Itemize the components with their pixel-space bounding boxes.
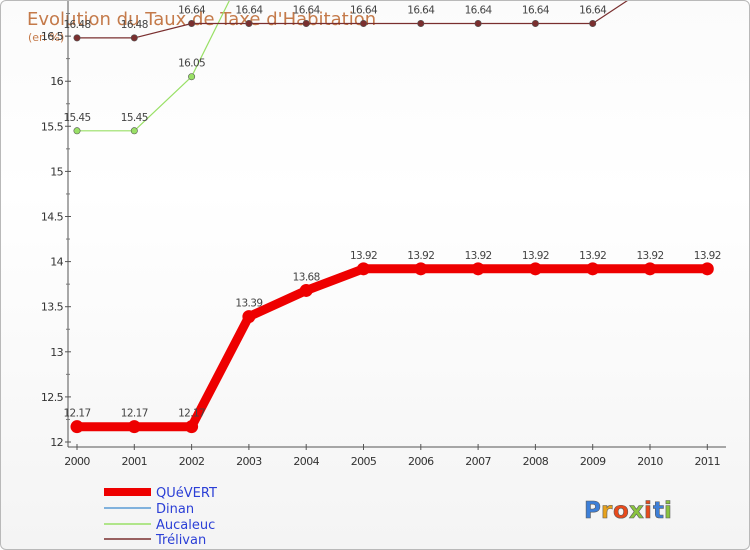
data-point	[700, 262, 714, 276]
data-label: 15.45	[63, 112, 90, 124]
x-tick-label: 2010	[637, 455, 663, 468]
data-label: 13.92	[407, 250, 434, 262]
data-label: 12.17	[178, 408, 205, 420]
legend-label: Aucaleuc	[156, 518, 215, 533]
y-tick-label: 15	[50, 165, 63, 178]
data-point	[359, 19, 367, 27]
data-point	[242, 310, 256, 324]
data-label: 16.64	[178, 4, 206, 16]
series-line-Trélivan	[76, 1, 628, 39]
data-point	[643, 262, 657, 276]
y-tick-label: 12.5	[41, 391, 64, 404]
y-tick-label: 12	[50, 436, 63, 449]
data-point	[586, 262, 600, 276]
data-label: 13.68	[293, 271, 320, 283]
data-labels: 12.17 12.17 12.17 13.39 13.68 13.92 13.92 13.92…	[63, 4, 721, 420]
data-point	[130, 127, 138, 135]
y-tick-label: 16	[50, 75, 63, 88]
logo-letter: r	[601, 498, 613, 524]
data-point	[471, 262, 485, 276]
y-tick-label: 15.5	[41, 120, 64, 133]
data-point	[73, 34, 81, 42]
y-tick-label: 14	[50, 256, 63, 269]
data-label: 16.05	[178, 58, 205, 70]
chart-subtitle: (en %)	[28, 31, 64, 44]
series-line-Aucaleuc	[76, 1, 230, 132]
logo-letter: x	[629, 498, 644, 524]
legend-label: Dinan	[156, 502, 194, 517]
chart-title: Evolution du Taux de Taxe d'Habitation	[27, 9, 376, 30]
logo-letter: P	[584, 498, 601, 524]
data-label: 12.17	[63, 408, 90, 420]
y-tick-label: 13.5	[41, 301, 64, 314]
x-tick-label: 2006	[408, 455, 434, 468]
data-label: 13.92	[350, 250, 377, 262]
x-tick-label: 2011	[694, 455, 720, 468]
data-point	[245, 19, 253, 27]
data-point	[188, 19, 196, 27]
data-point	[130, 34, 138, 42]
data-label: 16.48	[63, 19, 90, 31]
y-tick-label: 13	[50, 346, 63, 359]
data-label: 13.92	[579, 250, 606, 262]
legend-label: QUéVERT	[156, 486, 217, 501]
data-label: 13.92	[636, 250, 663, 262]
logo-letter: t	[653, 498, 664, 524]
data-point	[70, 420, 84, 434]
data-label: 16.64	[407, 4, 435, 16]
x-tick-label: 2005	[351, 455, 377, 468]
data-label: 13.92	[522, 250, 549, 262]
data-point	[185, 420, 199, 434]
data-point	[73, 127, 81, 135]
series-line-QUéVERT	[72, 264, 712, 432]
series-group	[70, 1, 714, 434]
data-label: 16.64	[293, 4, 321, 16]
data-label: 12.17	[121, 408, 148, 420]
x-tick-label: 2002	[179, 455, 205, 468]
y-tick-label: 16.5	[41, 30, 64, 43]
legend-label: Trélivan	[155, 533, 206, 548]
data-point	[188, 73, 196, 81]
x-tick-label: 2003	[236, 455, 262, 468]
data-label: 16.48	[121, 19, 148, 31]
data-point	[357, 262, 370, 276]
x-tick-label: 2009	[580, 455, 606, 468]
data-label: 15.45	[121, 112, 148, 124]
data-label: 16.64	[522, 4, 550, 16]
data-label: 16.64	[235, 4, 263, 16]
data-point	[528, 262, 542, 276]
x-tick-label: 2001	[121, 455, 147, 468]
logo-letter: i	[644, 498, 652, 524]
data-point	[531, 19, 539, 27]
data-label: 16.64	[579, 4, 607, 16]
x-tick-label: 2004	[293, 455, 319, 468]
data-label: 13.92	[694, 250, 721, 262]
x-tick-label: 2000	[64, 455, 90, 468]
logo-letter: i	[664, 498, 672, 524]
logo-letter: o	[613, 498, 629, 524]
x-tick-label: 2007	[465, 455, 491, 468]
data-label: 16.64	[350, 4, 378, 16]
data-point	[127, 420, 141, 434]
data-point	[414, 262, 428, 276]
data-point	[299, 283, 313, 297]
data-label: 13.92	[465, 250, 492, 262]
data-point	[589, 19, 597, 27]
data-point	[302, 19, 310, 27]
data-point	[417, 19, 425, 27]
data-label: 16.64	[465, 4, 493, 16]
y-tick-label: 14.5	[41, 211, 64, 224]
x-tick-label: 2008	[523, 455, 549, 468]
data-label: 13.39	[235, 298, 262, 310]
axes: 1212.51313.51414.51515.51616.51717.51818…	[41, 1, 726, 468]
data-point	[474, 19, 482, 27]
